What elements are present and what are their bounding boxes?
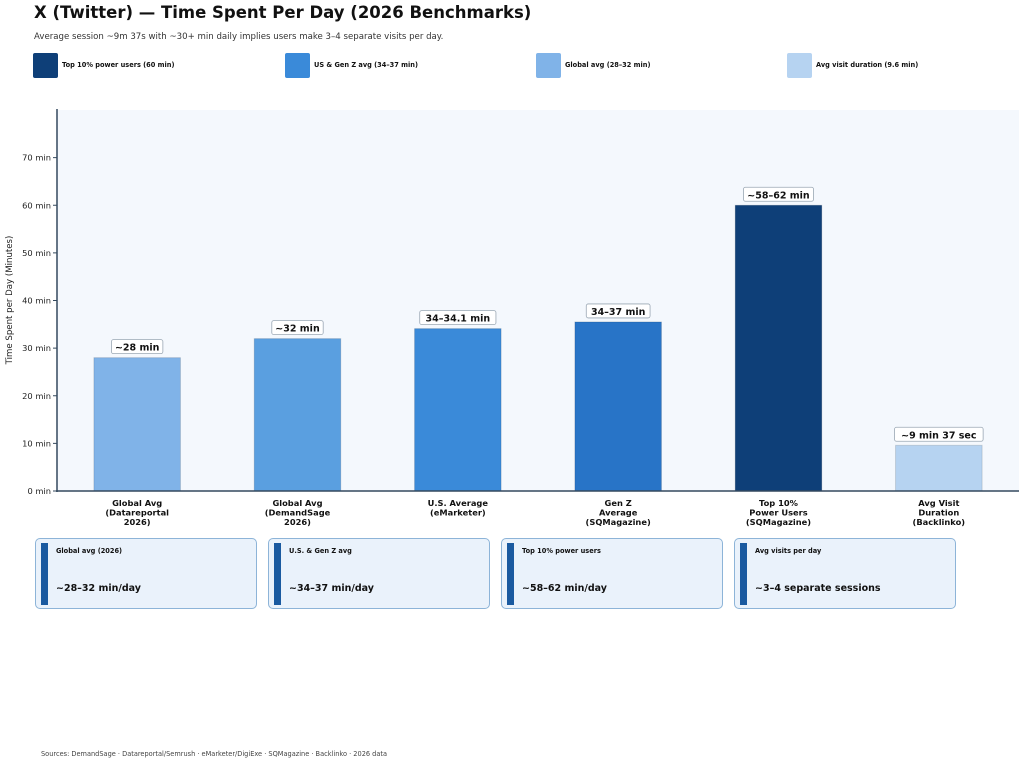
card-value: ~58–62 min/day bbox=[522, 583, 607, 594]
data-label-box bbox=[111, 339, 164, 355]
data-label: ~58–62 min bbox=[747, 190, 810, 201]
legend-swatch bbox=[536, 52, 561, 78]
data-label-box bbox=[585, 303, 651, 319]
data-label: ~9 min 37 sec bbox=[901, 430, 976, 441]
data-label-box bbox=[894, 426, 984, 442]
card-accent-bar bbox=[507, 543, 514, 605]
x-tick-label: Avg Visit Duration (Backlinko) bbox=[913, 498, 966, 527]
y-tick-label: 50 min bbox=[22, 248, 51, 258]
x-tick-label: Gen Z Average (SQMagazine) bbox=[586, 498, 651, 527]
chart-title: X (Twitter) — Time Spent Per Day (2026 B… bbox=[34, 3, 532, 22]
card-us-genz-avg: U.S. & Gen Z avg ~34–37 min/day bbox=[268, 538, 490, 609]
card-value: ~28–32 min/day bbox=[56, 583, 141, 594]
legend-label: US & Gen Z avg (34–37 min) bbox=[314, 61, 418, 69]
card-label: U.S. & Gen Z avg bbox=[289, 547, 352, 555]
y-tick-label: 10 min bbox=[22, 438, 51, 448]
legend-item-power-users: Top 10% power users (60 min) bbox=[33, 52, 175, 78]
data-label-box bbox=[743, 186, 814, 202]
bar bbox=[93, 357, 181, 492]
legend-label: Global avg (28–32 min) bbox=[565, 61, 651, 69]
data-label: 34–37 min bbox=[591, 307, 646, 318]
plot-area bbox=[57, 110, 1019, 491]
legend-label: Avg visit duration (9.6 min) bbox=[816, 61, 919, 69]
card-power-users: Top 10% power users ~58–62 min/day bbox=[501, 538, 723, 609]
sources-footnote: Sources: DemandSage · Datareportal/Semru… bbox=[41, 750, 388, 758]
y-axis-label: Time Spent per Day (Minutes) bbox=[5, 236, 15, 366]
y-tick-label: 60 min bbox=[22, 200, 51, 210]
data-label: ~32 min bbox=[275, 324, 320, 335]
card-accent-bar bbox=[41, 543, 48, 605]
card-label: Avg visits per day bbox=[755, 547, 822, 555]
legend-swatch bbox=[285, 52, 310, 78]
y-tick-label: 0 min bbox=[27, 486, 51, 496]
x-tick-label: U.S. Average (eMarketer) bbox=[428, 498, 489, 518]
bar bbox=[253, 338, 342, 492]
bar bbox=[414, 328, 502, 492]
legend-item-us-genz: US & Gen Z avg (34–37 min) bbox=[285, 52, 418, 78]
data-label-box bbox=[419, 310, 497, 325]
legend-swatch bbox=[787, 52, 812, 78]
card-value: ~3–4 separate sessions bbox=[755, 583, 881, 594]
data-label: 34–34.1 min bbox=[426, 314, 491, 325]
card-label: Global avg (2026) bbox=[56, 547, 123, 555]
card-visits-per-day: Avg visits per day ~3–4 separate session… bbox=[734, 538, 956, 609]
y-tick-label: 20 min bbox=[22, 391, 51, 401]
x-tick-label: Top 10% Power Users (SQMagazine) bbox=[746, 498, 811, 527]
legend: Top 10% power users (60 min) US & Gen Z … bbox=[0, 52, 1024, 78]
card-global-avg: Global avg (2026) ~28–32 min/day bbox=[35, 538, 257, 609]
bar bbox=[574, 321, 662, 492]
data-label-box bbox=[271, 320, 324, 336]
legend-item-visit-duration: Avg visit duration (9.6 min) bbox=[787, 52, 918, 78]
card-accent-bar bbox=[740, 543, 747, 605]
y-tick-label: 40 min bbox=[22, 296, 51, 306]
legend-swatch bbox=[33, 52, 58, 78]
chart-subtitle: Average session ~9m 37s with ~30+ min da… bbox=[34, 32, 444, 42]
card-label: Top 10% power users bbox=[522, 547, 601, 555]
y-tick-label: 70 min bbox=[22, 153, 51, 163]
x-tick-label: Global Avg (Datareportal 2026) bbox=[105, 498, 169, 527]
card-accent-bar bbox=[274, 543, 281, 605]
card-value: ~34–37 min/day bbox=[289, 583, 374, 594]
data-label: ~28 min bbox=[115, 343, 160, 354]
x-tick-label: Global Avg (DemandSage 2026) bbox=[265, 498, 331, 527]
legend-item-global-avg: Global avg (28–32 min) bbox=[536, 52, 651, 78]
bar bbox=[895, 444, 983, 492]
bar-chart: 0 min 10 min 20 min 30 min 40 min 50 min 60 mi… bbox=[5, 109, 1019, 527]
legend-label: Top 10% power users (60 min) bbox=[62, 61, 175, 69]
bar bbox=[734, 204, 823, 492]
y-tick-label: 30 min bbox=[22, 343, 51, 353]
